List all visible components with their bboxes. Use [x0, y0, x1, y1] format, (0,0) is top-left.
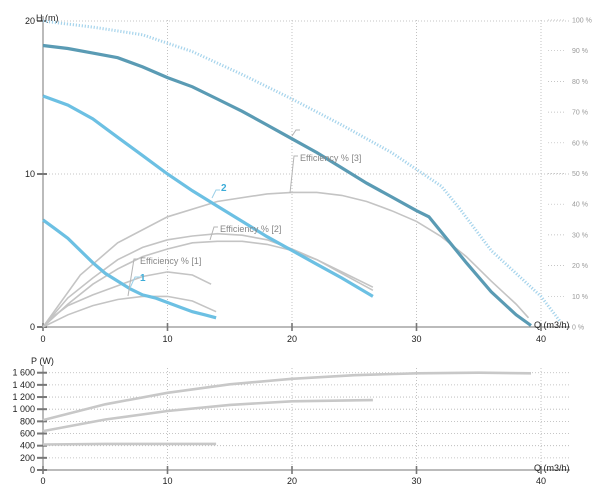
pct-tick-label: 70 %	[572, 110, 588, 117]
head-curve-2	[42, 94, 374, 298]
x-tick-label: 40	[536, 334, 546, 344]
y-tick-label: 1 400	[12, 380, 35, 390]
pct-tick-label: 90 %	[572, 48, 588, 55]
power-curve-3	[42, 442, 217, 446]
leader-line	[289, 155, 298, 194]
y-tick-label: 1 200	[12, 392, 35, 402]
y-tick-label: 200	[20, 453, 35, 463]
y-tick-label: 0	[30, 465, 35, 475]
pct-tick-label: 20 %	[572, 263, 588, 270]
x-tick-label: 10	[162, 476, 172, 486]
leader-line	[291, 129, 300, 137]
leader-line	[127, 258, 138, 297]
efficiency-curve	[42, 295, 217, 328]
pct-tick-label: 50 %	[572, 171, 588, 178]
y-tick-label: 800	[20, 416, 35, 426]
leader-line	[211, 189, 220, 199]
y-tick-label: 20	[25, 16, 35, 26]
efficiency-curve	[42, 240, 374, 328]
pct-tick-label: 80 %	[572, 79, 588, 86]
x-tick-label: 30	[411, 334, 421, 344]
curve-number-2: 2	[221, 183, 227, 194]
efficiency-curve	[42, 191, 530, 328]
leader-line	[129, 276, 140, 289]
leader-line	[209, 226, 218, 241]
y-tick-label: 10	[25, 169, 35, 179]
efficiency-curve	[42, 232, 374, 328]
efficiency-label-2: Efficiency % [2]	[220, 224, 281, 234]
y-tick-label: 0	[30, 322, 35, 332]
pct-tick-label: 30 %	[572, 232, 588, 239]
efficiency-label-1: Efficiency % [1]	[140, 256, 201, 266]
pct-tick-label: 100 %	[572, 18, 592, 25]
pct-tick-label: 0 %	[572, 325, 584, 332]
pct-tick-label: 60 %	[572, 140, 588, 147]
y-tick-label: 1 000	[12, 404, 35, 414]
x-tick-label: 0	[40, 334, 45, 344]
y-tick-label: 400	[20, 441, 35, 451]
curve-number-1: 1	[140, 273, 146, 284]
x-tick-label: 0	[40, 476, 45, 486]
head-curve-max	[42, 19, 561, 322]
power-curve-2	[42, 398, 373, 433]
head-curve-3	[42, 43, 532, 327]
x-tick-label: 10	[162, 334, 172, 344]
y-axis-label: P (W)	[31, 356, 54, 366]
x-tick-label: 20	[287, 476, 297, 486]
pct-tick-label: 40 %	[572, 202, 588, 209]
y-axis-label: H (m)	[36, 13, 59, 23]
x-tick-label: 40	[536, 476, 546, 486]
x-axis-label: Q (m3/h)	[534, 320, 570, 330]
pct-tick-label: 10 %	[572, 294, 588, 301]
y-tick-label: 600	[20, 429, 35, 439]
efficiency-label-3: Efficiency % [3]	[300, 153, 361, 163]
x-tick-label: 20	[287, 334, 297, 344]
x-axis-label: Q (m3/h)	[534, 463, 570, 473]
x-tick-label: 30	[411, 476, 421, 486]
y-tick-label: 1 600	[12, 368, 35, 378]
head-curve-1	[42, 218, 217, 320]
power-curve-1	[42, 371, 532, 422]
